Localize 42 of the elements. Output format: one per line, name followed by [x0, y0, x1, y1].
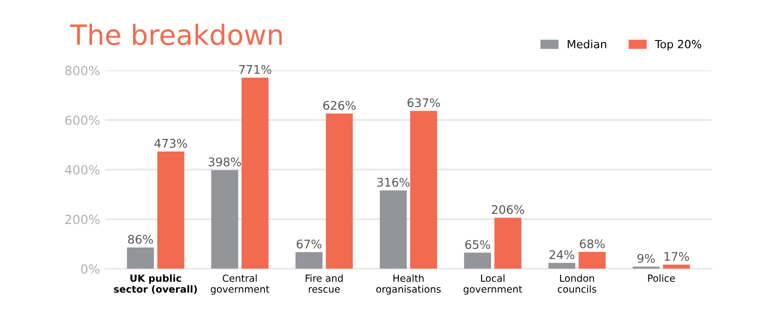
y-tick-label: 800%	[65, 66, 100, 76]
y-tick-label: 0%	[81, 264, 100, 274]
y-tick-label: 400%	[65, 165, 100, 175]
x-tick-label: London councils	[558, 274, 596, 293]
data-label: 398%	[208, 157, 241, 166]
x-tick-label: Central government	[210, 274, 270, 295]
x-tick-label: UK public sector (overall)	[114, 274, 197, 294]
data-label: 473%	[154, 138, 187, 148]
bar	[326, 114, 353, 269]
x-tick-label: Fire and rescue	[306, 274, 343, 293]
data-label: 24%	[550, 250, 574, 260]
data-label: 17%	[664, 252, 689, 261]
bar	[548, 262, 576, 269]
x-tick-label: Police	[648, 274, 675, 282]
bar	[380, 190, 407, 269]
data-label: 637%	[408, 98, 440, 108]
data-label: 86%	[128, 234, 153, 244]
bar	[242, 78, 269, 269]
data-label: 68%	[580, 239, 605, 248]
data-label: 9%	[638, 254, 655, 263]
data-label: 771%	[239, 64, 272, 74]
bar	[494, 218, 522, 269]
legend-label: Top 20%	[654, 40, 702, 50]
data-label: 626%	[323, 100, 356, 110]
data-label: 65%	[465, 240, 490, 250]
bar	[296, 252, 322, 269]
bar	[157, 151, 184, 269]
bar	[464, 252, 492, 269]
y-tick-label: 200%	[65, 214, 100, 224]
bar	[662, 264, 690, 269]
bar	[578, 252, 606, 269]
x-tick-label: Health organisations	[376, 274, 441, 295]
x-tick-label: Local government	[464, 274, 522, 295]
bar	[211, 170, 238, 269]
chart-title: The breakdown	[70, 24, 282, 46]
data-label: 206%	[492, 205, 524, 214]
y-tick-label: 600%	[65, 115, 100, 125]
data-label: 316%	[377, 178, 410, 187]
legend-label: Median	[568, 40, 606, 48]
bar	[410, 110, 438, 269]
data-label: 67%	[296, 240, 322, 249]
bar	[126, 247, 154, 269]
